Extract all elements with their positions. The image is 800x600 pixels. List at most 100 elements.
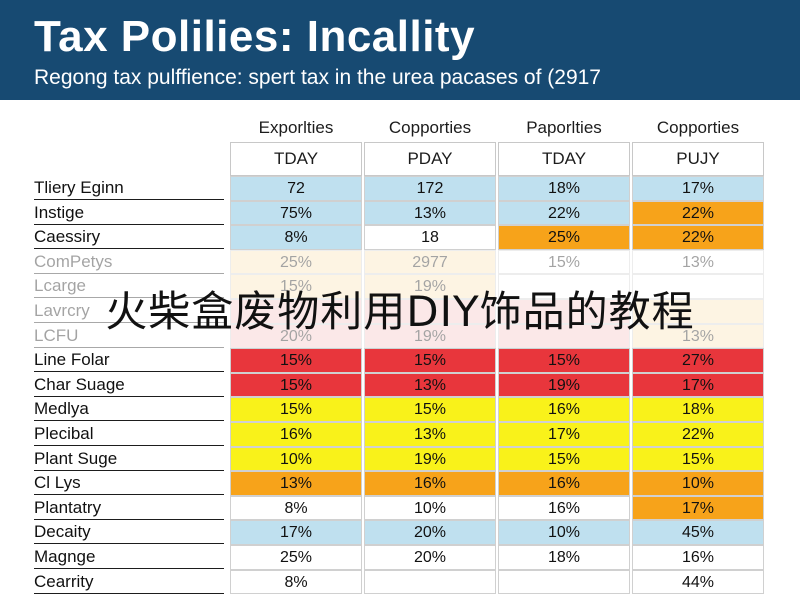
table-cell: 8% (230, 225, 362, 250)
table-cell: 15% (632, 446, 764, 472)
table-cell: 22% (498, 200, 630, 226)
row-label: Cearrity (34, 572, 224, 594)
subheader-label: PDAY (407, 149, 453, 168)
row-label: Char Suage (34, 375, 224, 397)
overlay-caption: 火柴盒废物利用DIY饰品的教程 (105, 287, 695, 336)
table-cell: 18% (498, 176, 630, 201)
table-cell: 19% (364, 446, 496, 472)
subheader-cell (230, 142, 362, 176)
table-row: ComPetys 25% 2977 15% 13% (30, 249, 770, 275)
table-row: Tliery Eginn 72 172 18% 17% (30, 176, 770, 201)
table-row: Plant Suge 10% 19% 15% 15% (30, 446, 770, 472)
table-row: Cearrity 8% 44% (30, 569, 770, 595)
row-label: Caessiry (34, 227, 224, 250)
table-row: Char Suage 15% 13% 19% 17% (30, 372, 770, 398)
row-label: ComPetys (34, 252, 224, 274)
table-cell: 20% (364, 545, 496, 570)
table-cell: 16% (364, 471, 496, 496)
page-header: Tax Polilies: Incallity Regong tax pulff… (0, 0, 800, 100)
table-row: LCFU 20% 19% 13% (30, 323, 770, 349)
table-cell: 10% (498, 520, 630, 545)
table-row: Cl Lys 13% 16% 16% 10% (30, 471, 770, 496)
table-cell: 19% (364, 274, 496, 299)
row-label: Tliery Eginn (34, 178, 224, 200)
column-header: Copporties (656, 118, 740, 137)
column-header: Paporlties (526, 118, 602, 137)
table-cell: 22% (632, 225, 764, 250)
row-label: Magnge (34, 547, 224, 569)
table-cell: 15% (230, 397, 362, 422)
table-cell: 15% (230, 372, 362, 398)
row-label: Cl Lys (34, 473, 224, 496)
table-cell: 10% (364, 495, 496, 521)
table-cell: 13% (632, 249, 764, 275)
column-header: Copporties (388, 118, 472, 137)
table-row: Caessiry 8% 18 25% 22% (30, 225, 770, 250)
table-row: Magnge 25% 20% 18% 16% (30, 545, 770, 570)
table-cell: 16% (632, 545, 764, 570)
table-cell: 27% (632, 348, 764, 373)
column-header: Exporlties (258, 118, 334, 137)
table-cell (498, 299, 630, 324)
subheader-label: PUJY (676, 149, 720, 168)
table-cell: 18 (364, 225, 496, 250)
table-cell: 15% (364, 397, 496, 422)
row-label: Instige (34, 203, 224, 225)
table-cell: 15% (498, 249, 630, 275)
table-cell: 17% (632, 176, 764, 201)
table-cell: 8% (230, 495, 362, 521)
table-row: Plecibal 16% 13% 17% 22% (30, 422, 770, 447)
table-cell: 25% (230, 545, 362, 570)
table-cell: 16% (498, 495, 630, 521)
table-cell: 13% (632, 323, 764, 349)
table-cell (364, 569, 496, 595)
table-cell: 20% (230, 323, 362, 349)
row-label: LCFU (34, 326, 224, 348)
table-cell: 15% (230, 274, 362, 299)
table-row: Plantatry 8% 10% 16% 17% (30, 495, 770, 521)
table-cell: 75% (230, 200, 362, 226)
table-cell: 8% (230, 569, 362, 595)
column-headers: Exporlties Copporties Paporlties Copport… (30, 112, 770, 146)
table-row: Lavrcry (30, 299, 770, 324)
table-cell (230, 299, 362, 324)
table-cell: 13% (230, 471, 362, 496)
table-cell: 13% (364, 422, 496, 447)
row-label: Lcarge (34, 276, 224, 299)
table-cell: 16% (498, 471, 630, 496)
table-cell: 19% (364, 323, 496, 349)
table-cell: 18% (632, 397, 764, 422)
table-cell: 20% (364, 520, 496, 545)
table-cell: 72 (230, 176, 362, 201)
table-cell: 10% (632, 471, 764, 496)
table-cell: 15% (364, 348, 496, 373)
table-cell (364, 299, 496, 324)
table-cell: 10% (230, 446, 362, 472)
subheader-cell (632, 142, 764, 176)
table-row: Lcarge 15% 19% (30, 274, 770, 299)
subheader-cell (364, 142, 496, 176)
table-cell (632, 299, 764, 324)
table-cell: 17% (632, 495, 764, 521)
table-row: Line Folar 15% 15% 15% 27% (30, 348, 770, 373)
page-title: Tax Polilies: Incallity (34, 12, 476, 61)
table-cell (498, 323, 630, 349)
table-cell: 25% (498, 225, 630, 250)
table-cell (632, 274, 764, 299)
subheader-label: TDAY (541, 149, 587, 168)
table-cell: 22% (632, 422, 764, 447)
row-label: Lavrcry (34, 301, 224, 323)
table-cell: 25% (230, 249, 362, 275)
table-cell: 44% (632, 569, 764, 595)
table-row: Decaity 17% 20% 10% 45% (30, 520, 770, 545)
row-label: Plecibal (34, 424, 224, 446)
table-cell (498, 274, 630, 299)
table-cell: 13% (364, 200, 496, 226)
table-cell: 45% (632, 520, 764, 545)
row-label: Decaity (34, 522, 224, 545)
row-label: Plantatry (34, 498, 224, 520)
table-cell: 17% (632, 372, 764, 398)
table-cell: 15% (498, 348, 630, 373)
table-cell: 19% (498, 372, 630, 398)
row-label: Line Folar (34, 350, 224, 373)
